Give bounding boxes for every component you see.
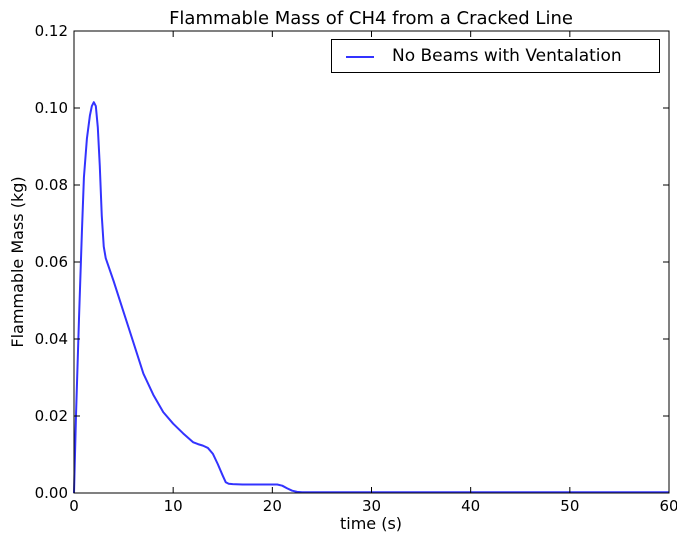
legend: No Beams with Ventalation bbox=[331, 39, 660, 73]
x-tick-label: 0 bbox=[69, 497, 79, 515]
plot-frame bbox=[73, 30, 670, 494]
y-tick-label: 0.12 bbox=[35, 22, 68, 40]
legend-label: No Beams with Ventalation bbox=[392, 46, 622, 66]
x-tick-label: 20 bbox=[263, 497, 282, 515]
x-tick-label: 10 bbox=[164, 497, 183, 515]
y-tick-label: 0.04 bbox=[35, 330, 68, 348]
x-axis-label: time (s) bbox=[340, 514, 402, 533]
x-tick-label: 50 bbox=[560, 497, 579, 515]
y-tick-label: 0.02 bbox=[35, 407, 68, 425]
plot-area: 0 10 20 30 40 50 60 0.00 0.02 0.04 0.06 0.08 0.10 0.1… bbox=[35, 22, 677, 515]
y-tick-label: 0.08 bbox=[35, 176, 68, 194]
y-tick-label: 0.10 bbox=[35, 99, 68, 117]
y-tick-label: 0.00 bbox=[35, 484, 68, 502]
x-tick-label: 30 bbox=[362, 497, 381, 515]
x-tick-label: 40 bbox=[461, 497, 480, 515]
chart-title: Flammable Mass of CH4 from a Cracked Lin… bbox=[169, 8, 573, 29]
legend-line-swatch bbox=[346, 56, 374, 58]
y-axis-label: Flammable Mass (kg) bbox=[8, 176, 27, 347]
y-tick-label: 0.06 bbox=[35, 253, 68, 271]
series-line-0 bbox=[73, 101, 669, 494]
x-tick-label: 60 bbox=[659, 497, 677, 515]
